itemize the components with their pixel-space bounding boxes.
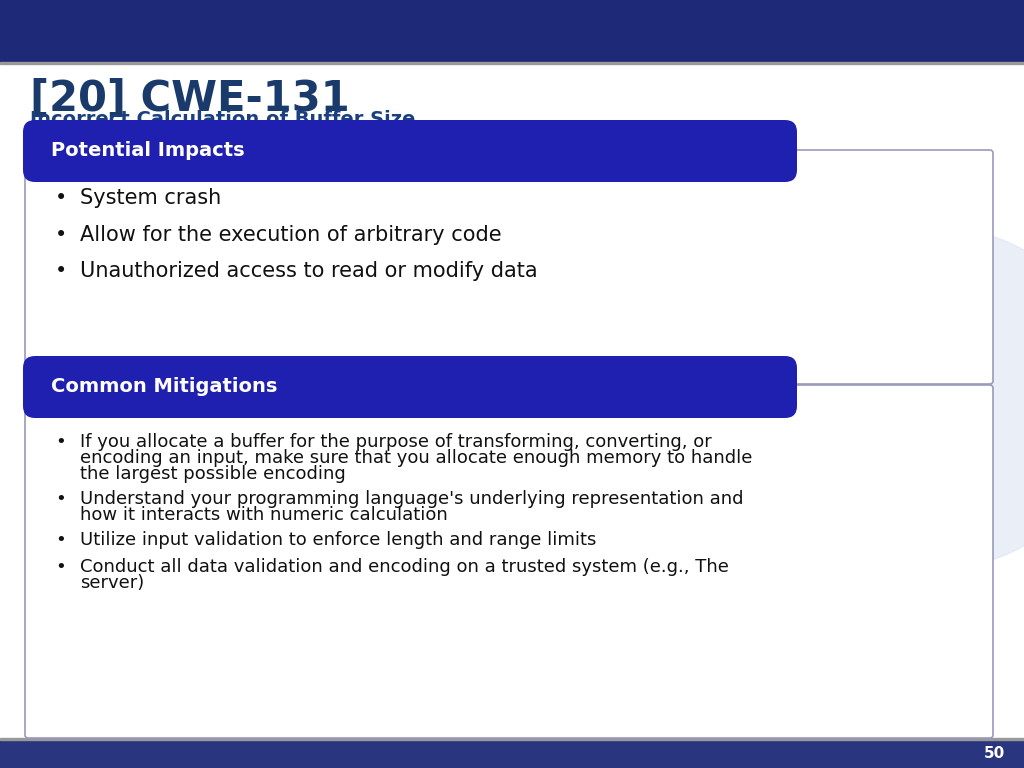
Text: Understand your programming language's underlying representation and: Understand your programming language's u… — [80, 490, 743, 508]
Text: Potential Impacts: Potential Impacts — [51, 141, 245, 161]
FancyBboxPatch shape — [25, 385, 993, 738]
Text: •: • — [55, 433, 66, 451]
Text: Conduct all data validation and encoding on a trusted system (e.g., The: Conduct all data validation and encoding… — [80, 558, 729, 576]
Text: 50: 50 — [984, 746, 1005, 762]
FancyBboxPatch shape — [25, 150, 993, 384]
Text: Allow for the execution of arbitrary code: Allow for the execution of arbitrary cod… — [80, 225, 502, 245]
Text: •: • — [55, 531, 66, 549]
Bar — [0, 738, 1024, 740]
Text: Common Mitigations: Common Mitigations — [51, 378, 278, 396]
Bar — [0, 62, 1024, 64]
Bar — [0, 0, 1024, 62]
Text: server): server) — [80, 574, 144, 592]
Text: Unauthorized access to read or modify data: Unauthorized access to read or modify da… — [80, 261, 538, 281]
Text: •: • — [55, 225, 68, 245]
Text: System crash: System crash — [80, 188, 221, 208]
Text: •: • — [55, 188, 68, 208]
Text: encoding an input, make sure that you allocate enough memory to handle: encoding an input, make sure that you al… — [80, 449, 753, 467]
Text: •: • — [55, 558, 66, 576]
Text: [20] CWE-131: [20] CWE-131 — [30, 78, 350, 120]
Text: Incorrect Calculation of Buffer Size: Incorrect Calculation of Buffer Size — [30, 110, 416, 129]
FancyBboxPatch shape — [23, 356, 797, 418]
Bar — [0, 740, 1024, 768]
Text: how it interacts with numeric calculation: how it interacts with numeric calculatio… — [80, 506, 447, 524]
Circle shape — [800, 258, 1024, 538]
Text: •: • — [55, 261, 68, 281]
Text: the largest possible encoding: the largest possible encoding — [80, 465, 346, 483]
Text: If you allocate a buffer for the purpose of transforming, converting, or: If you allocate a buffer for the purpose… — [80, 433, 712, 451]
Text: Utilize input validation to enforce length and range limits: Utilize input validation to enforce leng… — [80, 531, 596, 549]
FancyBboxPatch shape — [23, 120, 797, 182]
Circle shape — [770, 228, 1024, 568]
Text: •: • — [55, 490, 66, 508]
